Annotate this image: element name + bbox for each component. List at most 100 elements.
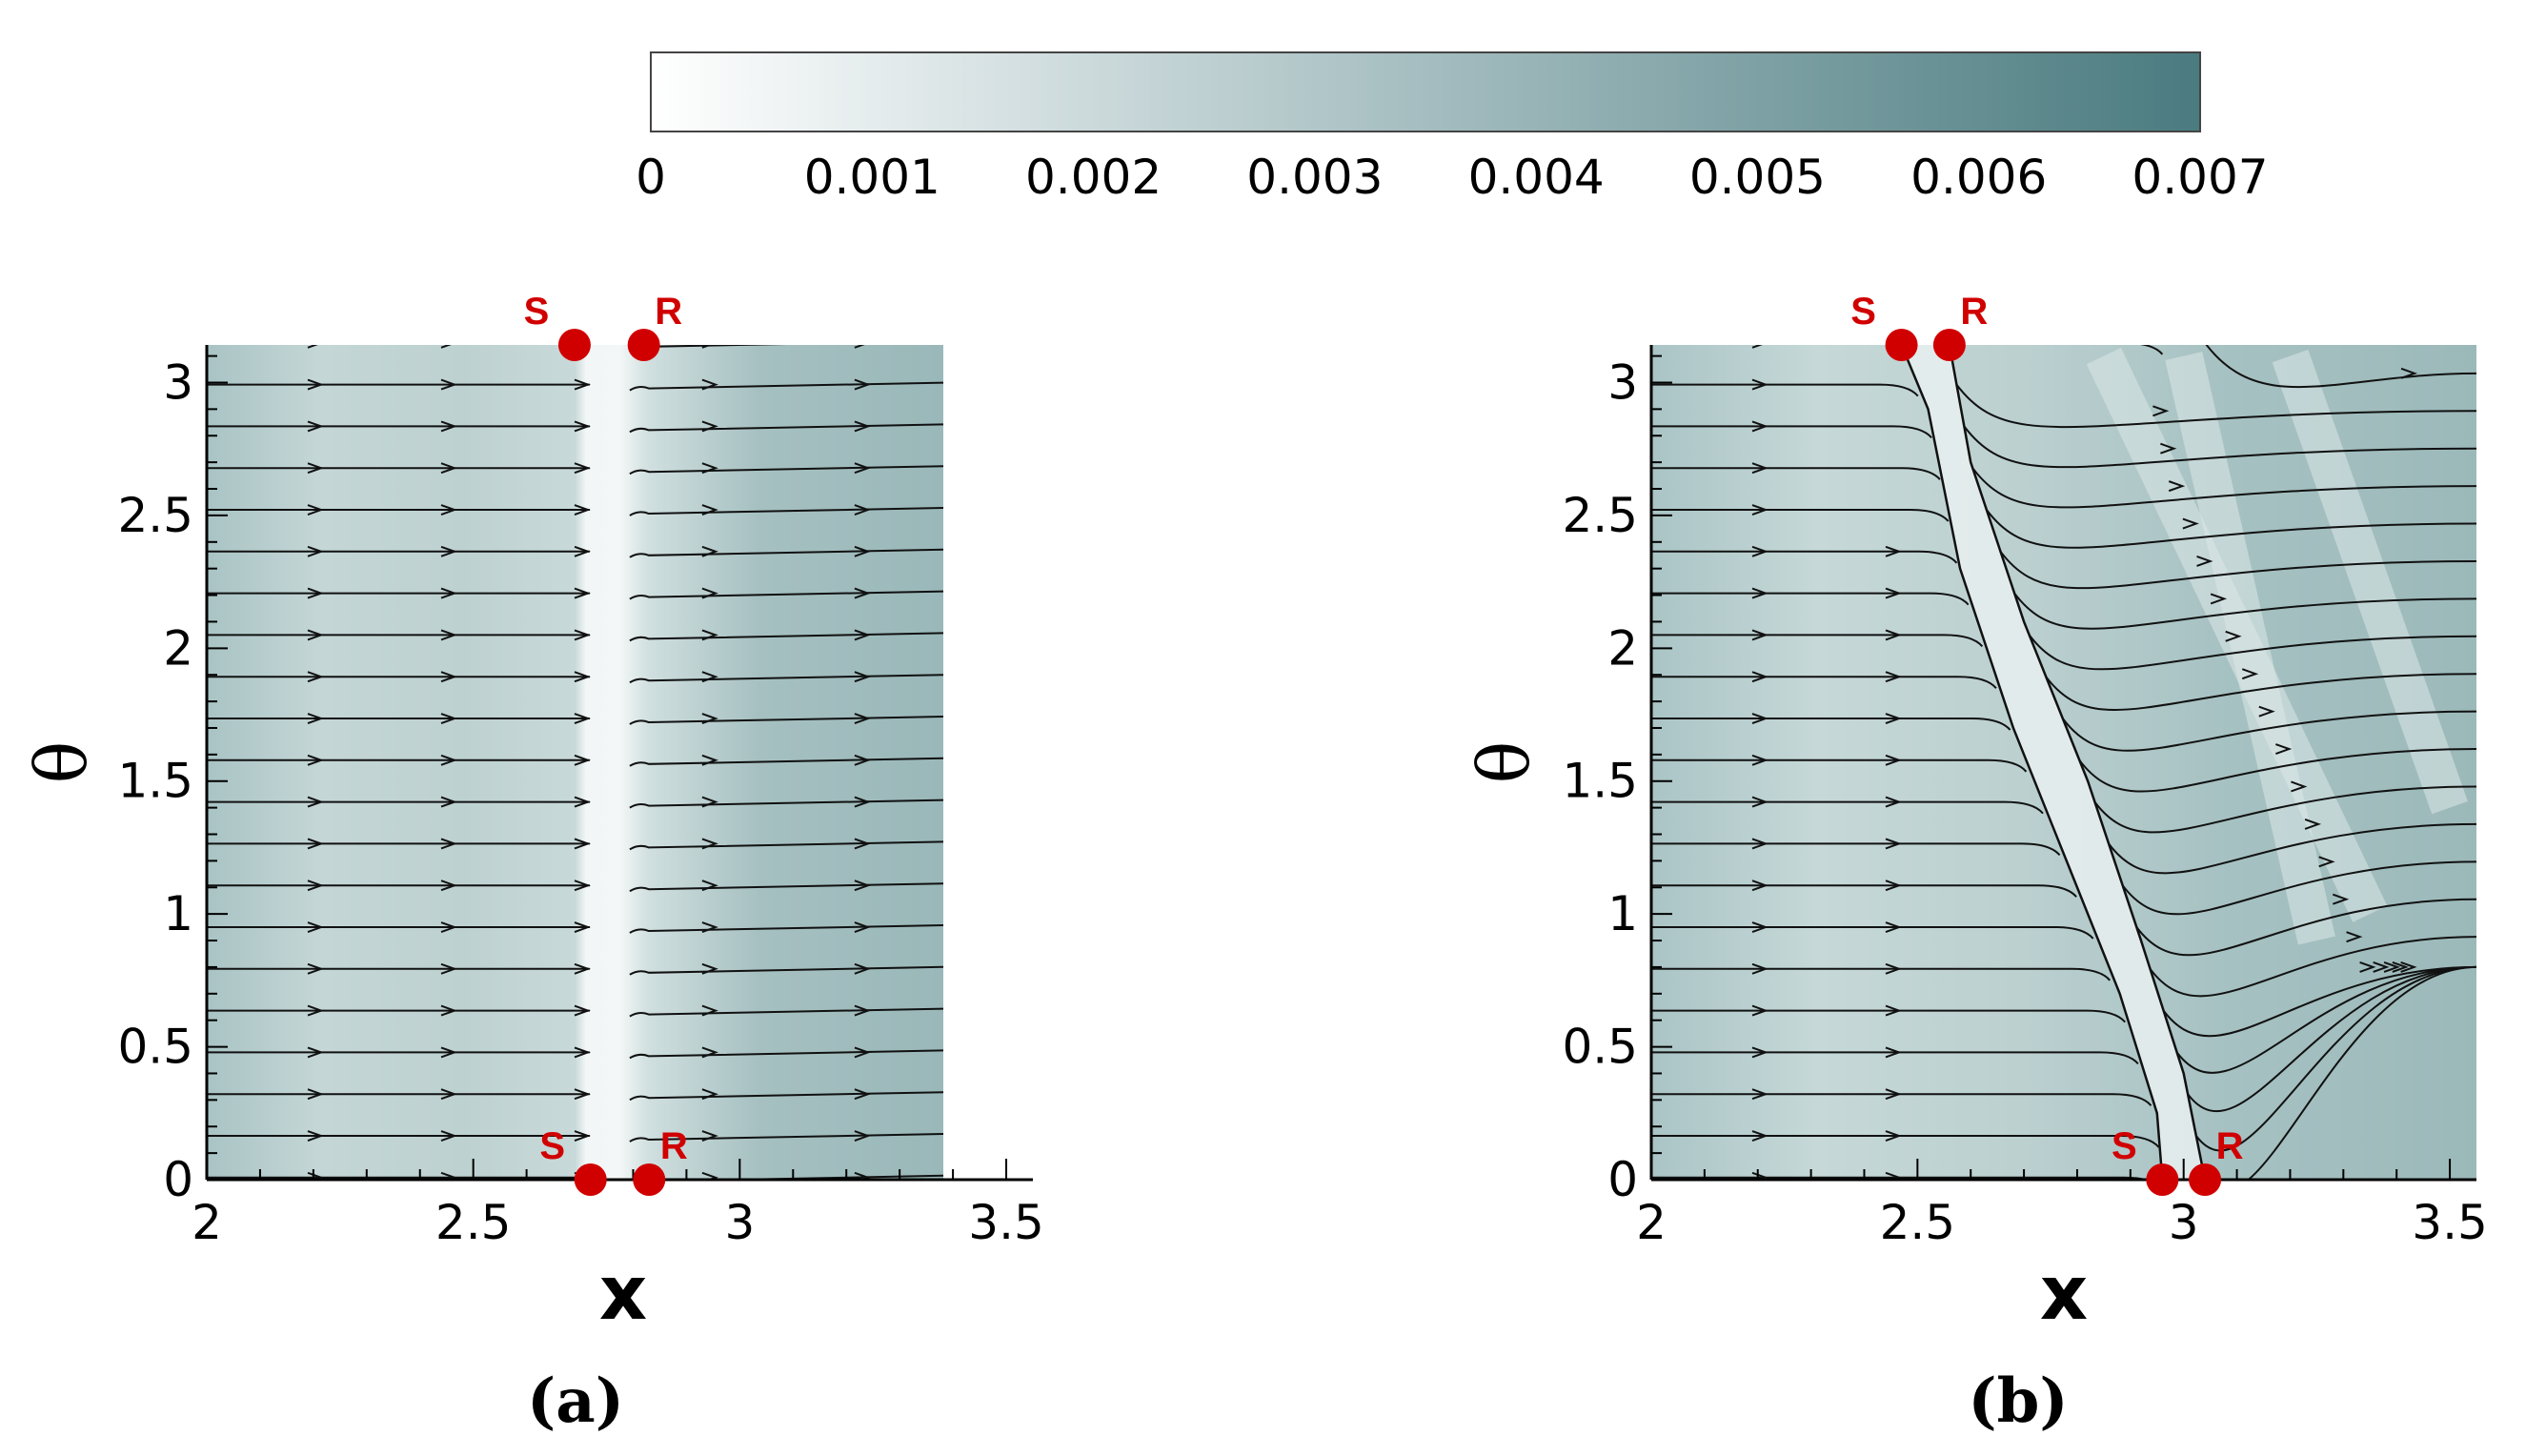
streamline-arrow [440,345,452,349]
streamline [629,632,943,642]
streamline [1651,592,1970,606]
streamline-arrow [701,587,718,599]
streamline [629,423,943,434]
reattachment-line [1948,345,2207,1180]
streamline-arrow [701,713,718,724]
streamline-arrow [854,713,871,724]
streamline-arrow [2275,743,2293,756]
streamline-arrow [2400,961,2417,973]
streamline-arrow [307,921,324,933]
streamline-arrow [1885,1004,1902,1017]
streamline-arrow [2168,480,2186,493]
streamline-arrow [307,880,324,892]
streamline-arrow [701,921,718,933]
streamline-arrow [1751,1130,1768,1142]
streamline [2108,822,2476,875]
separation-marker [557,329,591,361]
panel-a-xlabel: x [599,1251,647,1337]
streamline-arrow [1751,545,1768,557]
streamline-arrow [574,462,591,475]
streamline-arrow [2196,556,2213,567]
streamline-arrow [1751,921,1768,933]
streamline-arrow [2383,961,2401,973]
panel-a-axes: 2 2.5 3 3.5 0 0.5 1 1.5 2 2.5 3 [117,345,1044,1250]
streamline-arrow [854,345,865,349]
streamline-arrow [854,545,871,557]
streamline-arrow [440,880,457,892]
streamline-arrow [307,462,324,475]
streamline [1651,1051,2139,1065]
streamline-arrow [307,796,324,808]
y-tick-label: 3 [1607,354,1638,410]
streamline-arrow [574,1088,591,1101]
streamline [1651,926,2094,940]
streamline-arrow [574,587,591,599]
panel-a-markers: S R S R [524,291,688,1196]
reattachment-marker-label: R [2216,1125,2244,1167]
streamline-arrow [574,754,591,766]
colorbar-tick-label: 0.007 [2132,150,2268,205]
streamline-arrow [854,796,871,808]
reattachment-marker-label: R [655,291,682,333]
separation-marker [2146,1163,2179,1196]
streamline-arrow [574,1046,591,1059]
streamline [1651,967,2112,981]
streamline [1651,425,1932,439]
streamline-arrow [440,962,457,975]
streamline-arrow [2359,961,2376,973]
streamline-arrow [574,378,591,391]
streamline [629,548,943,558]
streamline-arrow [574,671,591,683]
streamline-arrow [307,1004,324,1017]
streamline-arrow [1751,420,1768,433]
streamline-arrow [307,378,324,391]
streamline [2149,936,2476,998]
streamline-arrow [1751,504,1768,516]
y-tick-label: 1 [163,886,193,941]
streamline [1651,1009,2126,1023]
streamline-arrow [440,838,457,850]
reattachment-marker [1932,329,1966,361]
streamline-arrow [701,754,718,766]
streamline [1963,425,2476,469]
streamline-arrow [1885,754,1902,766]
streamline-arrow [307,1046,324,1059]
streamline-arrow [854,420,871,433]
streamline-arrow [2346,931,2363,943]
y-tick-label: 1.5 [117,754,193,809]
streamline [1651,1093,2152,1106]
reattachment-marker-label: R [660,1125,688,1167]
streamline-arrow [854,504,871,516]
streamline-arrow [440,671,457,683]
streamline-arrow [701,629,718,641]
streamline-arrow [701,671,718,683]
streamline [2195,965,2476,1152]
y-tick-label: 0 [1607,1152,1638,1207]
streamline-arrow [1885,1088,1902,1101]
streamline [629,1091,943,1102]
streamline-arrow [1885,713,1902,724]
x-tick-label: 2 [192,1195,222,1250]
x-tick-label: 2 [1636,1195,1667,1250]
streamline-arrow [1751,587,1768,599]
panel-b: 2 2.5 3 3.5 0 0.5 1 1.5 2 2.5 3 S R S R x θ (b) [1464,291,2488,1437]
separation-line [1900,345,2164,1180]
colorbar-tick-label: 0 [636,150,666,205]
y-tick-label: 2 [1607,620,1638,676]
streamline-arrow [1751,1088,1768,1101]
streamline-arrow [1751,462,1768,475]
x-tick-label: 2.5 [1880,1195,1956,1250]
streamline [629,507,943,516]
streamline-arrow [854,880,871,892]
streamline-arrow [307,504,324,516]
streamline-arrow [1751,796,1768,808]
streamline-arrow [701,1171,718,1180]
streamline [1651,550,1958,564]
streamline [2187,965,2476,1113]
streamline-arrow [1885,1171,1902,1180]
streamline-arrow [1751,880,1768,892]
streamline [629,1007,943,1018]
streamline-arrow [1751,378,1768,391]
streamline [1651,718,2011,731]
